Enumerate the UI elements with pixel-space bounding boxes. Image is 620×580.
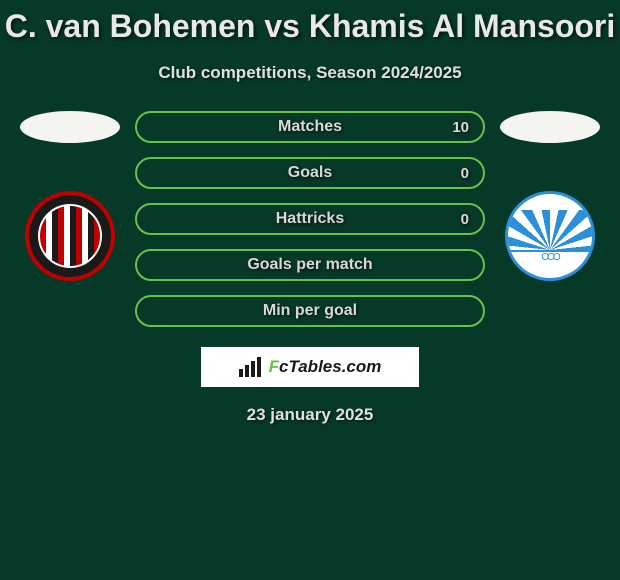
stat-row-goals-per-match: Goals per match xyxy=(135,249,485,281)
left-player-avatar xyxy=(20,111,120,143)
stat-row-goals: Goals 0 xyxy=(135,157,485,189)
branding-text: FcTables.com xyxy=(269,357,382,377)
stat-row-hattricks: Hattricks 0 xyxy=(135,203,485,235)
stats-panel: Matches 10 Goals 0 Hattricks 0 Goals per… xyxy=(135,111,485,327)
chart-icon xyxy=(239,357,263,377)
date-label: 23 january 2025 xyxy=(0,405,620,425)
stat-value-right: 0 xyxy=(461,165,469,182)
right-club-badge: OOO xyxy=(505,191,595,281)
stat-value-right: 0 xyxy=(461,211,469,228)
left-player-panel xyxy=(5,111,135,327)
stat-row-min-per-goal: Min per goal xyxy=(135,295,485,327)
left-club-badge-inner xyxy=(38,204,102,268)
stat-label: Min per goal xyxy=(263,302,357,320)
right-club-badge-rings: OOO xyxy=(541,252,558,263)
page-title: C. van Bohemen vs Khamis Al Mansoori xyxy=(0,0,620,45)
page-subtitle: Club competitions, Season 2024/2025 xyxy=(0,63,620,83)
right-club-badge-rays xyxy=(508,210,592,252)
stat-label: Hattricks xyxy=(276,210,344,228)
right-player-panel: OOO xyxy=(485,111,615,327)
stat-label: Goals xyxy=(288,164,332,182)
stat-label: Goals per match xyxy=(247,256,372,274)
comparison-container: Matches 10 Goals 0 Hattricks 0 Goals per… xyxy=(0,111,620,327)
branding-badge: FcTables.com xyxy=(201,347,419,387)
stat-row-matches: Matches 10 xyxy=(135,111,485,143)
left-club-badge xyxy=(25,191,115,281)
stat-value-right: 10 xyxy=(452,119,469,136)
right-player-avatar xyxy=(500,111,600,143)
stat-label: Matches xyxy=(278,118,342,136)
